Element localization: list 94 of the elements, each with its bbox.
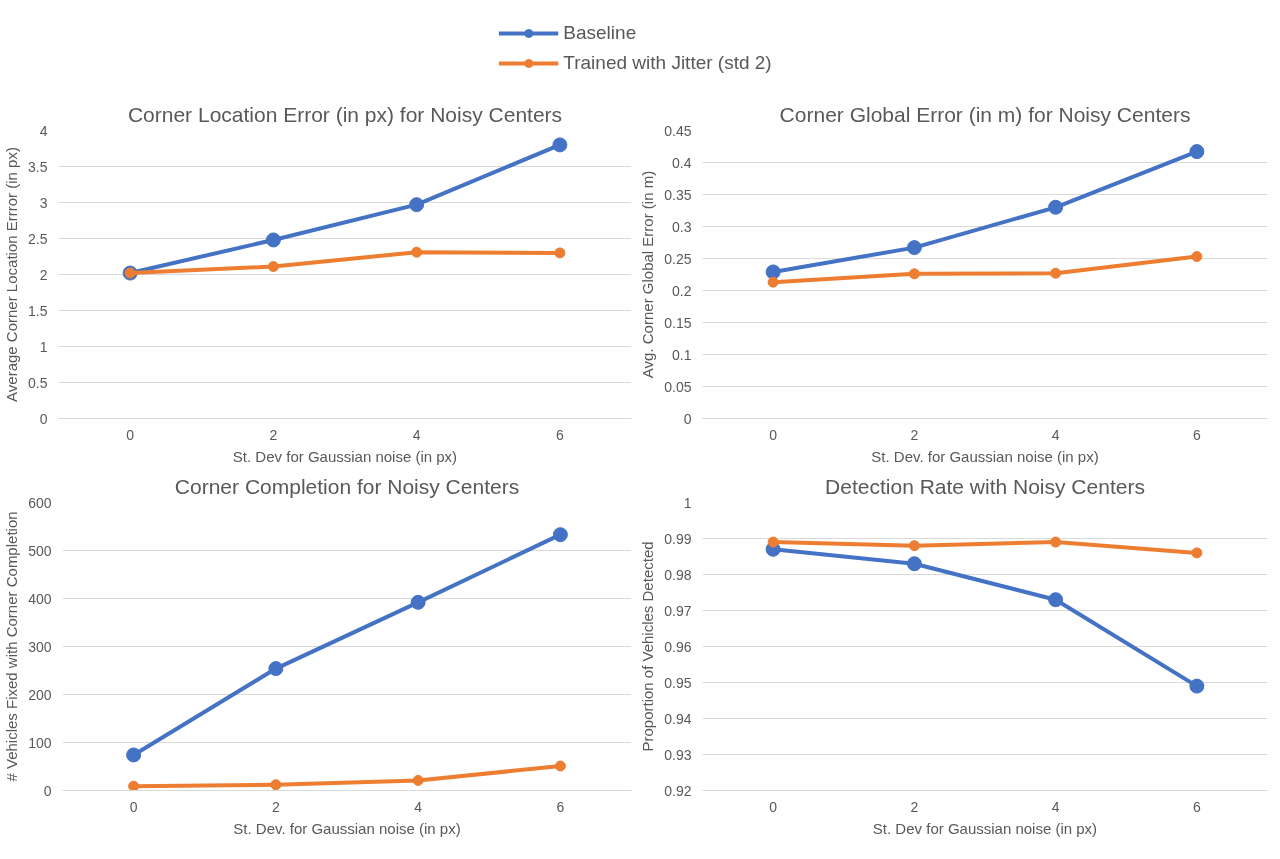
y-tick-label: 0.45: [664, 122, 692, 139]
y-axis-title: Proportion of Vehicles Detected: [639, 541, 657, 752]
point: [411, 246, 423, 258]
y-tick-label: 0.92: [664, 782, 692, 799]
x-axis-title: St. Dev for Gaussian noise (in px): [232, 447, 458, 465]
y-tick-label: 100: [28, 734, 52, 751]
y-tick-label: 4: [39, 122, 48, 139]
x-tick-label: 4: [412, 426, 421, 443]
point: [1048, 199, 1064, 215]
y-tick-label: 0: [683, 410, 692, 427]
point: [908, 268, 920, 280]
y-tick-label: 0.5: [28, 374, 48, 391]
y-tick-label: 300: [28, 638, 52, 655]
point: [1189, 144, 1205, 160]
y-tick-label: 1.5: [28, 302, 48, 319]
y-tick-label: 0.98: [664, 566, 692, 583]
x-tick-label: 0: [126, 426, 135, 443]
y-tick-label: 0.2: [672, 282, 692, 299]
x-tick-label: 2: [910, 798, 919, 815]
y-axis-title: Avg. Corner Global Error (in m): [639, 170, 657, 379]
y-tick-label: 500: [28, 542, 52, 559]
legend-label: Trained with Jitter (std 2): [563, 51, 772, 74]
y-tick-label: 0: [43, 782, 52, 799]
point: [554, 247, 566, 259]
point: [1050, 267, 1062, 279]
x-tick-label: 0: [129, 798, 138, 815]
x-tick-label: 6: [555, 426, 564, 443]
point: [552, 137, 568, 153]
y-tick-label: 400: [28, 590, 52, 607]
y-tick-label: 2: [39, 266, 48, 283]
chart-title: Corner Completion for Noisy Centers: [174, 474, 520, 498]
legend-label: Baseline: [563, 21, 637, 44]
y-tick-label: 0.99: [664, 530, 692, 547]
x-tick-label: 0: [769, 798, 778, 815]
y-tick-label: 600: [28, 494, 52, 511]
point: [412, 774, 424, 786]
x-tick-label: 4: [1051, 426, 1060, 443]
point: [268, 661, 284, 677]
chart-title: Corner Location Error (in px) for Noisy Centers: [127, 102, 563, 126]
point: [1191, 547, 1203, 559]
y-tick-label: 0.25: [664, 250, 692, 267]
x-tick-label: 6: [1192, 798, 1201, 815]
point: [126, 747, 142, 763]
point: [1050, 536, 1062, 548]
y-tick-label: 0.96: [664, 638, 692, 655]
y-tick-label: 0.1: [672, 346, 692, 363]
y-tick-label: 3.5: [28, 158, 48, 175]
point: [270, 779, 282, 791]
point: [267, 261, 279, 273]
chart-title: Corner Global Error (in m) for Noisy Centers: [779, 102, 1191, 126]
point: [1189, 678, 1205, 694]
point: [552, 527, 568, 543]
x-tick-label: 2: [271, 798, 280, 815]
x-tick-label: 6: [1192, 426, 1201, 443]
point: [409, 197, 425, 213]
x-tick-label: 0: [769, 426, 778, 443]
y-tick-label: 200: [28, 686, 52, 703]
x-axis-title: St. Dev. for Gaussian noise (in px): [871, 447, 1099, 465]
y-tick-label: 0.94: [664, 710, 692, 727]
x-tick-label: 4: [1051, 798, 1060, 815]
y-tick-label: 1: [39, 338, 48, 355]
y-tick-label: 0.3: [672, 218, 692, 235]
point: [765, 264, 781, 280]
point: [554, 760, 566, 772]
y-tick-label: 0.15: [664, 314, 692, 331]
point: [1191, 251, 1203, 263]
y-tick-label: 0.93: [664, 746, 692, 763]
point: [1048, 592, 1064, 608]
x-tick-label: 2: [269, 426, 278, 443]
point: [908, 540, 920, 552]
y-tick-label: 0.4: [672, 154, 692, 171]
x-axis-title: St. Dev for Gaussian noise (in px): [872, 819, 1098, 837]
point: [265, 232, 281, 248]
x-tick-label: 6: [556, 798, 565, 815]
x-tick-label: 4: [414, 798, 423, 815]
x-tick-label: 2: [910, 426, 919, 443]
point: [767, 536, 779, 548]
point: [128, 780, 140, 791]
point: [906, 556, 922, 572]
x-axis-title: St. Dev. for Gaussian noise (in px): [233, 819, 461, 837]
y-axis-title: # Vehicles Fixed with Corner Completion: [3, 511, 21, 782]
chart-title: Detection Rate with Noisy Centers: [825, 474, 1145, 498]
y-tick-label: 0: [39, 410, 48, 427]
y-tick-label: 3: [39, 194, 48, 211]
y-tick-label: 0.05: [664, 378, 692, 395]
y-tick-label: 0.95: [664, 674, 692, 691]
y-tick-label: 2.5: [28, 230, 48, 247]
y-axis-title: Average Corner Location Errror (in px): [3, 147, 21, 402]
y-tick-label: 0.97: [664, 602, 692, 619]
point: [410, 594, 426, 610]
y-tick-label: 0.35: [664, 186, 692, 203]
point: [767, 276, 779, 288]
point: [906, 240, 922, 256]
y-tick-label: 1: [683, 494, 692, 511]
